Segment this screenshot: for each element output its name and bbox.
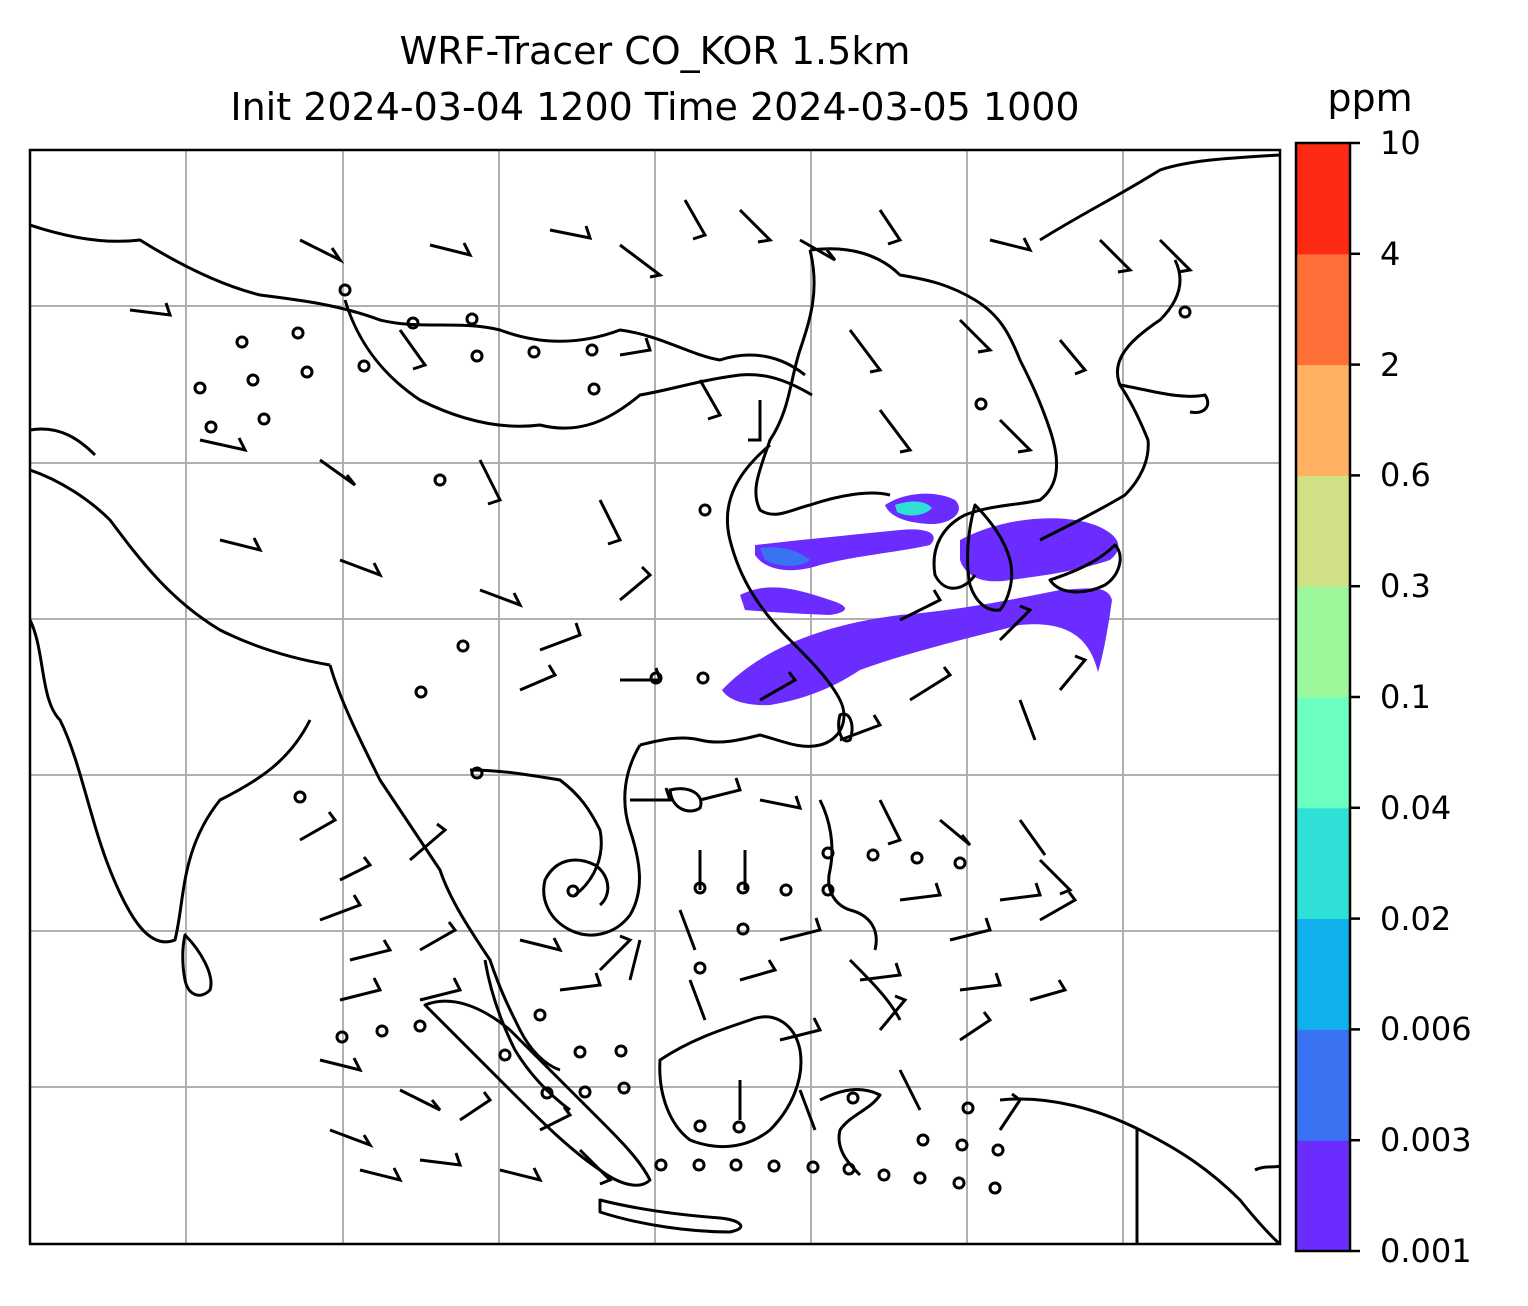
colorbar-segment [1296, 1140, 1350, 1252]
wind-barbs [129, 199, 1194, 1186]
colorbar-tick-label: 0.3 [1380, 567, 1431, 606]
colorbar-segment [1296, 697, 1350, 809]
map-subtitle: Init 2024-03-04 1200 Time 2024-03-05 100… [230, 85, 1080, 129]
colorbar-tick-label: 2 [1380, 345, 1401, 384]
colorbar-tick-label: 0.04 [1380, 788, 1452, 827]
colorbar-unit: ppm [1327, 76, 1413, 120]
map-title: WRF-Tracer CO_KOR 1.5km [399, 29, 911, 73]
colorbar-segment [1296, 586, 1350, 698]
colorbar-tick-label: 0.1 [1380, 678, 1431, 716]
colorbar-tick-label: 4 [1380, 234, 1401, 273]
colorbar-segment [1296, 918, 1350, 1030]
colorbar-tick-label: 0.003 [1380, 1121, 1472, 1160]
colorbar [1294, 141, 1360, 1253]
colorbar-segment [1296, 1029, 1350, 1141]
colorbar-tick-label: 0.006 [1380, 1010, 1472, 1049]
colorbar-segment [1296, 143, 1350, 255]
colorbar-segment [1296, 253, 1350, 366]
colorbar-segment [1296, 807, 1350, 920]
colorbar-tick-label: 10 [1380, 124, 1421, 162]
colorbar-tick-label: 0.001 [1380, 1232, 1472, 1270]
co-tracer-plume [722, 493, 1119, 706]
colorbar-tick-label: 0.6 [1380, 456, 1431, 495]
colorbar-segment [1296, 475, 1350, 587]
map-frame [28, 148, 1282, 1246]
colorbar-tick-label: 0.02 [1380, 899, 1452, 938]
colorbar-segment [1296, 364, 1350, 476]
calm-wind-circles [193, 283, 1192, 1195]
coastlines [30, 153, 1280, 1244]
gridlines [30, 150, 1280, 1244]
